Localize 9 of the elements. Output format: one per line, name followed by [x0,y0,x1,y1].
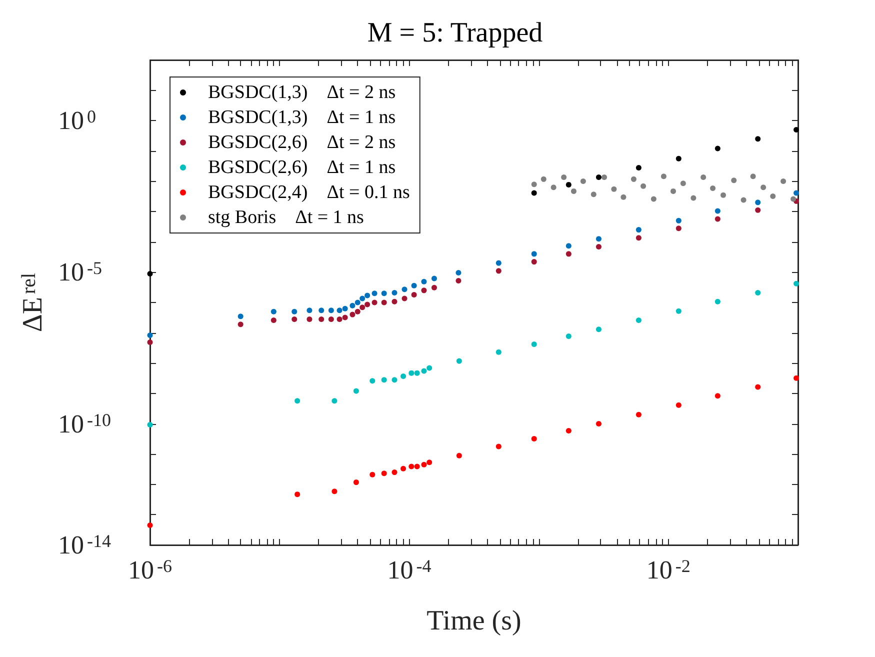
legend-label: BGSDC(2,4) Δt = 0.1 ns [208,182,410,203]
x-axis-title: Time (s) [426,606,522,636]
legend-label: BGSDC(1,3) Δt = 2 ns [208,82,396,103]
y-axis-title: ΔErel [18,272,49,332]
chart-title: M = 5: Trapped [367,18,543,48]
legend-label: BGSDC(2,6) Δt = 1 ns [208,157,396,178]
legend-label: BGSDC(2,6) Δt = 2 ns [208,132,396,153]
legend-label: stg Boris Δt = 1 ns [208,207,364,228]
legend-label: BGSDC(1,3) Δt = 1 ns [208,107,396,128]
